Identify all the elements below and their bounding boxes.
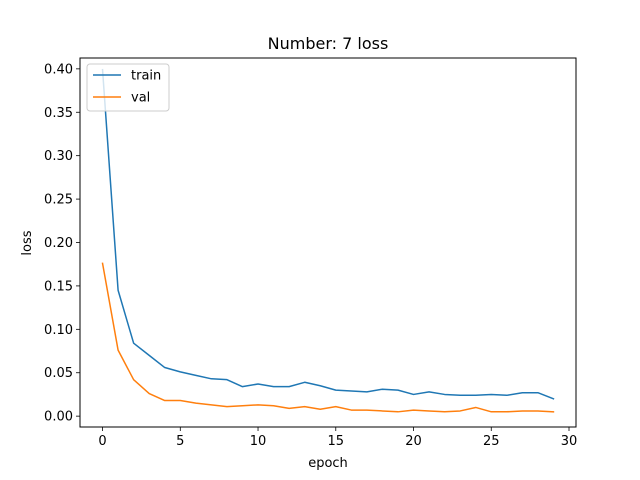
legend-label-train: train bbox=[131, 69, 161, 84]
x-tick-label: 0 bbox=[98, 434, 106, 449]
y-tick-label: 0.10 bbox=[44, 323, 73, 338]
plot-frame bbox=[79, 57, 577, 428]
chart-title: Number: 7 loss bbox=[268, 34, 389, 53]
y-tick-label: 0.30 bbox=[44, 149, 73, 164]
y-tick-label: 0.25 bbox=[44, 193, 73, 208]
legend-label-val: val bbox=[131, 91, 150, 106]
x-tick-label: 20 bbox=[405, 434, 422, 449]
x-tick-label: 30 bbox=[561, 434, 578, 449]
y-axis-label: loss bbox=[20, 230, 35, 255]
y-tick-label: 0.40 bbox=[44, 62, 73, 77]
series-line-train bbox=[101, 68, 555, 400]
x-tick-label: 10 bbox=[250, 434, 267, 449]
series-line-val bbox=[101, 262, 555, 413]
y-tick-label: 0.35 bbox=[44, 106, 73, 121]
x-tick-label: 5 bbox=[176, 434, 184, 449]
y-tick-label: 0.00 bbox=[44, 410, 73, 425]
x-axis-label: epoch bbox=[308, 456, 348, 471]
y-tick-label: 0.05 bbox=[44, 366, 73, 381]
legend: train val bbox=[86, 63, 170, 112]
y-tick-label: 0.20 bbox=[44, 236, 73, 251]
x-tick-label: 25 bbox=[483, 434, 500, 449]
y-tick-label: 0.15 bbox=[44, 279, 73, 294]
x-tick-label: 15 bbox=[328, 434, 345, 449]
